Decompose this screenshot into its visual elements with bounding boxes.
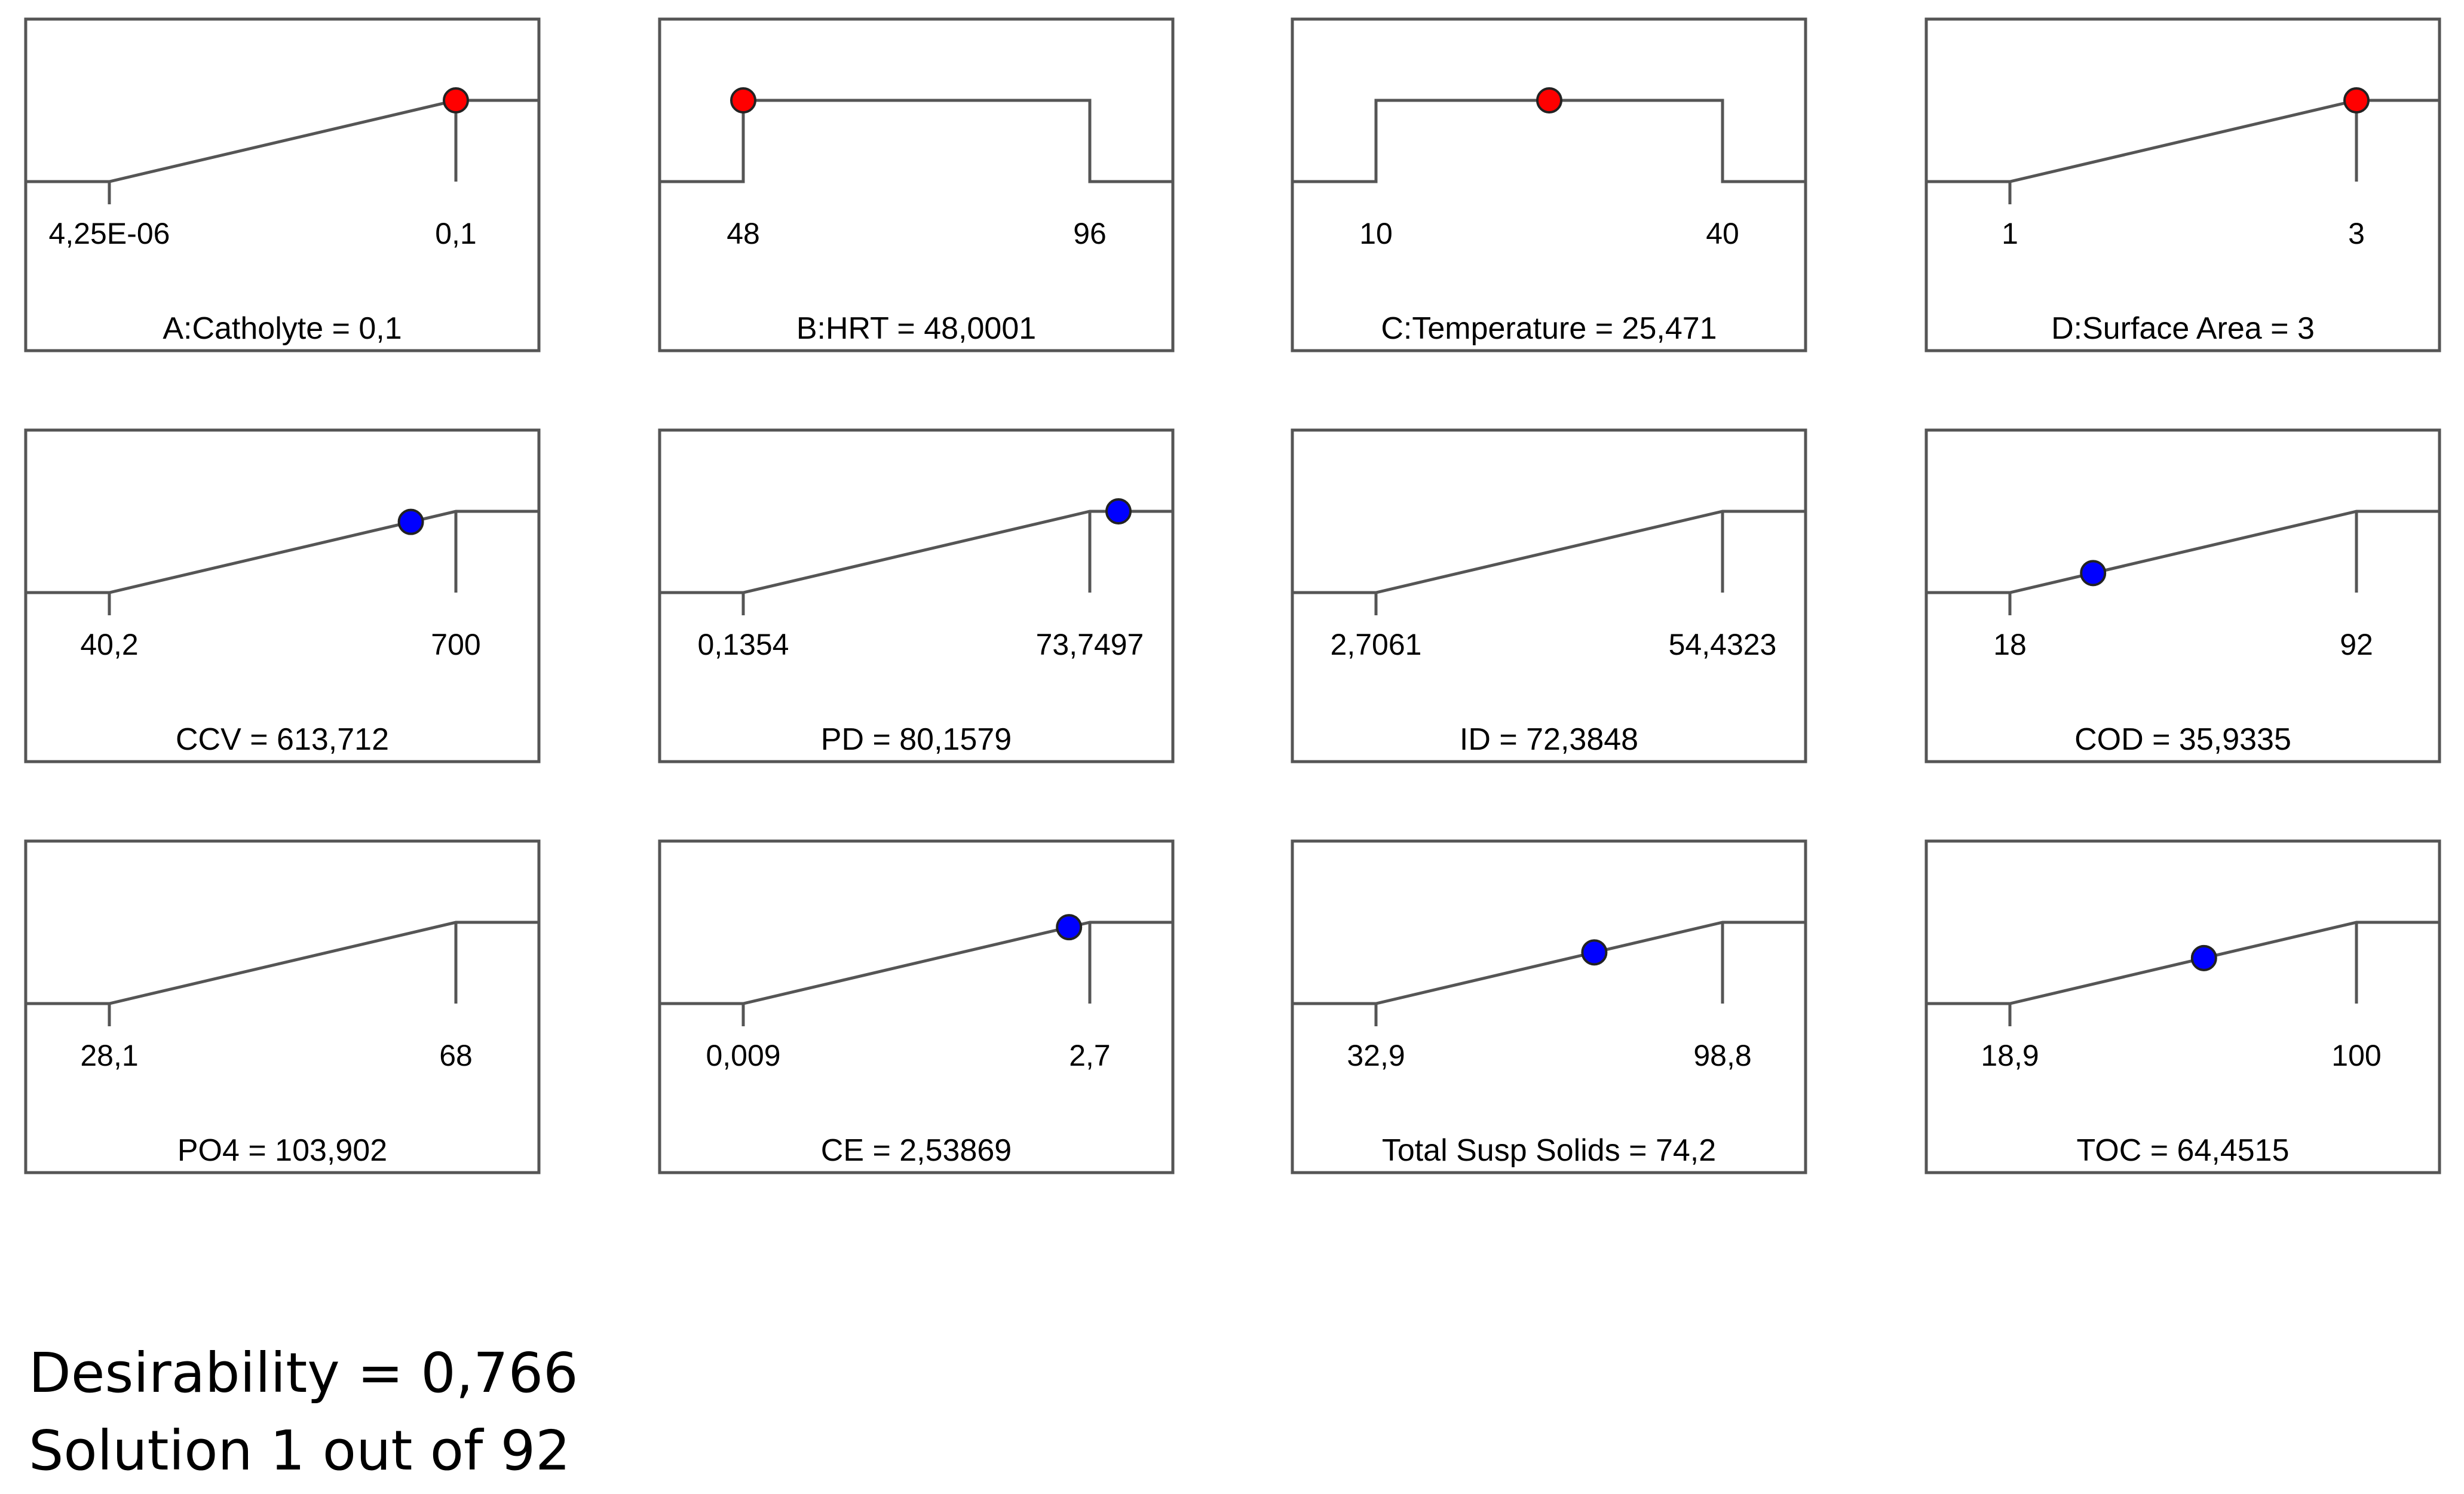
solution-marker [2080, 560, 2107, 587]
low-tick-label: 28,1 [80, 1039, 138, 1072]
desirability-ramp-line [26, 99, 539, 183]
low-tick-label: 40,2 [80, 628, 138, 661]
high-tick-label: 96 [1073, 217, 1107, 250]
high-tick-label: 3 [2348, 217, 2365, 250]
desirability-ramp-line [1926, 510, 2440, 594]
solution-marker [1536, 87, 1562, 113]
panel-frame [1291, 839, 1807, 1174]
ramp-panel-b-hrt: 48 96 B:HRT = 48,0001 [658, 17, 1175, 352]
panel-frame [1924, 17, 2441, 352]
low-tick-label: 4,25E-06 [49, 217, 170, 250]
high-tick-label: 100 [2331, 1039, 2381, 1072]
panel-title: PO4 = 103,902 [177, 1133, 387, 1168]
solution-marker [1056, 914, 1083, 941]
panel-frame [24, 428, 541, 763]
high-tick-label: 68 [439, 1039, 473, 1072]
low-tick-label: 10 [1359, 217, 1393, 250]
panel-title: PD = 80,1579 [821, 722, 1012, 757]
solution-marker [2190, 944, 2217, 971]
ramp-panel-toc: 18,9 100 TOC = 64,4515 [1924, 839, 2441, 1174]
solution-marker [1105, 498, 1132, 524]
panel-title: Total Susp Solids = 74,2 [1382, 1133, 1716, 1168]
desirability-ramp-line [1926, 99, 2440, 183]
low-tick-label: 2,7061 [1331, 628, 1422, 661]
panel-title: COD = 35,9335 [2074, 722, 2291, 757]
ramp-panel-pd: 0,1354 73,7497 PD = 80,1579 [658, 428, 1175, 763]
low-tick-label: 32,9 [1347, 1039, 1405, 1072]
solution-marker [443, 87, 469, 113]
ramp-panel-c-temperature: 10 40 C:Temperature = 25,471 [1291, 17, 1807, 352]
panel-frame [24, 17, 541, 352]
desirability-ramp-line [26, 921, 539, 1005]
high-tick-label: 700 [431, 628, 480, 661]
low-tick-label: 0,1354 [698, 628, 789, 661]
panel-frame [658, 17, 1175, 352]
panel-frame [1291, 428, 1807, 763]
solution-marker [1581, 939, 1608, 966]
high-tick-label: 92 [2340, 628, 2373, 661]
low-tick-label: 1 [2002, 217, 2018, 250]
desirability-ramp-line [660, 921, 1173, 1005]
ramp-panel-a-catholyte: 4,25E-06 0,1 A:Catholyte = 0,1 [24, 17, 541, 352]
high-tick-label: 40 [1706, 217, 1739, 250]
panel-title: B:HRT = 48,0001 [796, 311, 1036, 346]
low-tick-label: 0,009 [706, 1039, 780, 1072]
high-tick-label: 98,8 [1693, 1039, 1751, 1072]
solution-marker [2343, 87, 2370, 113]
panel-title: TOC = 64,4515 [2076, 1133, 2289, 1168]
panel-frame [1924, 839, 2441, 1174]
panel-title: CCV = 613,712 [176, 722, 389, 757]
low-tick-label: 48 [727, 217, 760, 250]
panel-title: A:Catholyte = 0,1 [163, 311, 402, 346]
low-tick-label: 18 [1993, 628, 2027, 661]
desirability-ramp-line [1926, 921, 2440, 1005]
desirability-ramp-line [26, 510, 539, 594]
solution-marker [397, 508, 424, 535]
ramp-panel-cod: 18 92 COD = 35,9335 [1924, 428, 2441, 763]
panel-title: C:Temperature = 25,471 [1381, 311, 1717, 346]
panel-frame [1291, 17, 1807, 352]
ramp-panel-id: 2,7061 54,4323 ID = 72,3848 [1291, 428, 1807, 763]
panel-frame [658, 428, 1175, 763]
high-tick-label: 54,4323 [1669, 628, 1777, 661]
desirability-label: Desirability = 0,766 [29, 1341, 578, 1405]
panel-frame [658, 839, 1175, 1174]
ramp-panel-d-surface-area: 1 3 D:Surface Area = 3 [1924, 17, 2441, 352]
desirability-ramp-line [1292, 921, 1806, 1005]
panel-frame [1924, 428, 2441, 763]
panel-title: D:Surface Area = 3 [2051, 311, 2315, 346]
ramp-panel-total-susp-solids: 32,9 98,8 Total Susp Solids = 74,2 [1291, 839, 1807, 1174]
high-tick-label: 73,7497 [1036, 628, 1144, 661]
ramp-panel-ccv: 40,2 700 CCV = 613,712 [24, 428, 541, 763]
high-tick-label: 0,1 [435, 217, 477, 250]
ramp-panel-ce: 0,009 2,7 CE = 2,53869 [658, 839, 1175, 1174]
panel-title: CE = 2,53869 [821, 1133, 1012, 1168]
solution-label: Solution 1 out of 92 [29, 1419, 571, 1483]
desirability-ramp-line [660, 99, 1173, 183]
ramp-panel-po4: 28,1 68 PO4 = 103,902 [24, 839, 541, 1174]
desirability-ramp-line [1292, 510, 1806, 594]
panel-title: ID = 72,3848 [1460, 722, 1638, 757]
solution-marker [730, 87, 756, 113]
high-tick-label: 2,7 [1069, 1039, 1111, 1072]
panel-frame [24, 839, 541, 1174]
low-tick-label: 18,9 [1981, 1039, 2039, 1072]
